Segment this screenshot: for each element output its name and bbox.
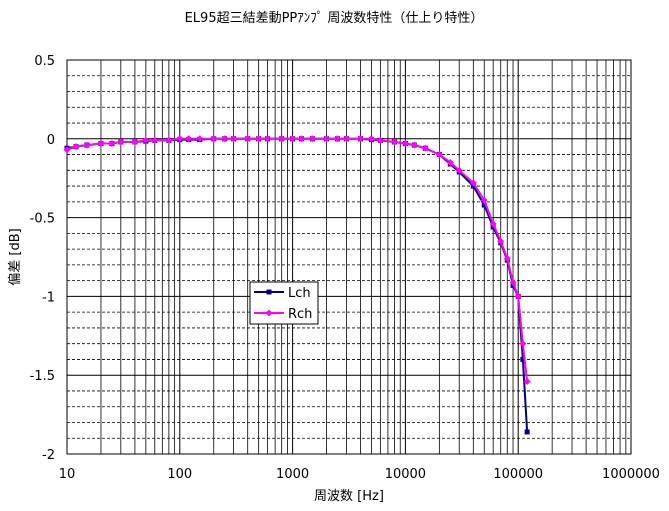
data-point-rch — [357, 135, 365, 143]
data-point-rch — [278, 135, 286, 143]
x-tick-label: 10000 — [385, 467, 426, 482]
x-axis-label: 周波数 [Hz] — [314, 489, 384, 504]
legend: Lch Rch — [249, 281, 319, 325]
data-point-rch — [367, 135, 375, 143]
data-point-rch — [165, 136, 173, 144]
y-tick-labels: 0.5 0 -0.5 -1 -1.5 -2 — [30, 54, 55, 463]
x-tick-labels: 10 100 1000 10000 100000 1000000 — [59, 467, 660, 482]
x-tick-label: 1000 — [276, 467, 309, 482]
data-point-rch — [255, 135, 263, 143]
data-point-rch — [97, 140, 105, 148]
data-point-rch — [244, 135, 252, 143]
data-point-rch — [117, 138, 125, 146]
legend-label-rch: Rch — [288, 307, 312, 322]
data-point-rch — [221, 135, 229, 143]
data-point-rch — [503, 255, 511, 263]
y-tick-label: -1.5 — [30, 369, 55, 384]
data-point-rch — [435, 151, 443, 159]
data-point-lch — [524, 429, 530, 435]
data-point-rch — [176, 135, 184, 143]
data-point-rch — [333, 135, 341, 143]
series-line-rch — [66, 137, 529, 382]
x-tick-label: 100 — [167, 467, 192, 482]
data-point-rch — [523, 378, 531, 386]
x-tick-label: 1000000 — [602, 467, 660, 482]
data-point-rch — [230, 135, 238, 143]
data-point-rch — [421, 144, 429, 152]
x-tick-label: 10 — [59, 467, 76, 482]
data-point-rch — [185, 135, 193, 143]
data-point-rch — [298, 135, 306, 143]
data-point-rch — [151, 136, 159, 144]
data-point-lch — [481, 202, 487, 208]
legend-marker-lch — [266, 289, 272, 295]
data-point-rch — [376, 136, 384, 144]
data-point-rch — [196, 135, 204, 143]
y-axis-label: 偏差 [dB] — [8, 228, 23, 285]
data-point-rch — [514, 292, 522, 300]
data-point-rch — [401, 140, 409, 148]
y-tick-label: -1 — [42, 290, 55, 305]
data-point-rch — [210, 135, 218, 143]
data-point-rch — [289, 135, 297, 143]
data-point-rch — [509, 278, 517, 286]
data-point-rch — [131, 138, 139, 146]
data-point-rch — [390, 138, 398, 146]
y-tick-label: 0.5 — [34, 54, 55, 69]
data-point-rch — [480, 196, 488, 204]
chart-title: EL95超三結差動PPｱﾝﾌﾟ 周波数特性（仕上り特性） — [185, 11, 484, 26]
y-tick-label: -0.5 — [30, 212, 55, 227]
data-point-rch — [323, 135, 331, 143]
data-point-rch — [519, 340, 527, 348]
legend-marker-rch — [265, 309, 273, 317]
data-point-rch — [308, 135, 316, 143]
data-point-rch — [497, 237, 505, 245]
data-point-rch — [108, 140, 116, 148]
data-point-lch — [520, 356, 526, 362]
y-tick-label: 0 — [47, 133, 55, 148]
data-point-rch — [83, 141, 91, 149]
data-point-rch — [72, 143, 80, 151]
data-point-rch — [342, 135, 350, 143]
data-point-rch — [264, 135, 272, 143]
y-tick-label: -2 — [42, 448, 55, 463]
data-point-rch — [455, 166, 463, 174]
data-point-rch — [63, 146, 71, 154]
data-point-rch — [489, 220, 497, 228]
legend-box — [249, 281, 319, 325]
x-tick-label: 100000 — [493, 467, 543, 482]
grid — [67, 60, 631, 454]
series-group — [63, 135, 531, 435]
data-point-rch — [410, 141, 418, 149]
data-point-rch — [142, 136, 150, 144]
legend-label-lch: Lch — [288, 286, 311, 301]
data-point-rch — [469, 179, 477, 187]
plot-area — [66, 59, 632, 455]
data-point-rch — [446, 158, 454, 166]
